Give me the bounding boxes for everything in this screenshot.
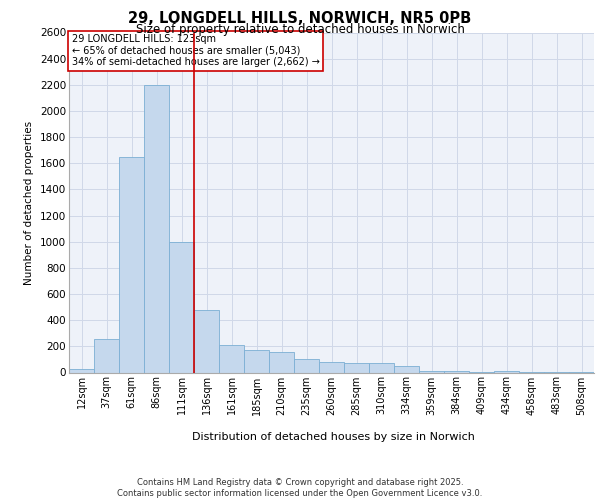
Bar	[419, 371, 444, 372]
Text: Distribution of detached houses by size in Norwich: Distribution of detached houses by size …	[191, 432, 475, 442]
Bar	[394, 366, 419, 372]
Bar	[144, 85, 169, 372]
Text: Size of property relative to detached houses in Norwich: Size of property relative to detached ho…	[136, 22, 464, 36]
Bar	[219, 345, 244, 372]
Bar	[294, 360, 319, 372]
Bar	[169, 242, 194, 372]
Bar	[119, 156, 144, 372]
Y-axis label: Number of detached properties: Number of detached properties	[25, 120, 34, 284]
Bar	[494, 371, 519, 372]
Bar	[94, 338, 119, 372]
Bar	[194, 310, 219, 372]
Bar	[444, 371, 469, 372]
Bar	[269, 352, 294, 372]
Bar	[369, 364, 394, 372]
Bar	[69, 368, 94, 372]
Bar	[244, 350, 269, 372]
Text: Contains HM Land Registry data © Crown copyright and database right 2025.
Contai: Contains HM Land Registry data © Crown c…	[118, 478, 482, 498]
Bar	[319, 362, 344, 372]
Text: 29 LONGDELL HILLS: 123sqm
← 65% of detached houses are smaller (5,043)
34% of se: 29 LONGDELL HILLS: 123sqm ← 65% of detac…	[71, 34, 320, 68]
Text: 29, LONGDELL HILLS, NORWICH, NR5 0PB: 29, LONGDELL HILLS, NORWICH, NR5 0PB	[128, 11, 472, 26]
Bar	[344, 362, 369, 372]
